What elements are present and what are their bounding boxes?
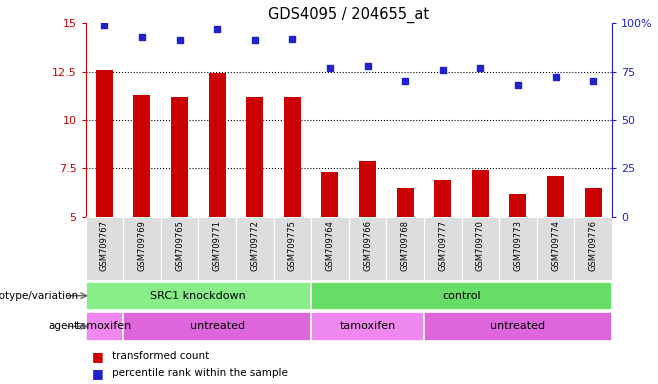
Bar <box>161 217 198 280</box>
Text: untreated: untreated <box>490 321 545 331</box>
Bar <box>397 188 414 217</box>
Bar <box>537 217 574 280</box>
Text: GSM709771: GSM709771 <box>213 220 222 271</box>
Text: GSM709765: GSM709765 <box>175 220 184 271</box>
Bar <box>472 170 489 217</box>
Text: GSM709769: GSM709769 <box>138 220 147 271</box>
Text: percentile rank within the sample: percentile rank within the sample <box>112 368 288 378</box>
Bar <box>284 97 301 217</box>
Text: SRC1 knockdown: SRC1 knockdown <box>151 291 246 301</box>
Bar <box>434 180 451 217</box>
Text: GSM709777: GSM709777 <box>438 220 447 271</box>
Bar <box>198 217 236 280</box>
Bar <box>359 161 376 217</box>
Title: GDS4095 / 204655_at: GDS4095 / 204655_at <box>268 7 429 23</box>
Text: tamoxifen: tamoxifen <box>76 321 132 331</box>
Text: ■: ■ <box>92 367 104 380</box>
Bar <box>96 70 113 217</box>
Point <box>438 66 448 73</box>
Point <box>249 37 260 43</box>
Bar <box>509 194 526 217</box>
Text: control: control <box>442 291 481 301</box>
Text: GSM709775: GSM709775 <box>288 220 297 271</box>
Text: tamoxifen: tamoxifen <box>340 321 395 331</box>
Text: GSM709773: GSM709773 <box>513 220 522 271</box>
Text: GSM709768: GSM709768 <box>401 220 410 271</box>
Bar <box>123 217 161 280</box>
Point <box>588 78 598 84</box>
Bar <box>424 312 612 341</box>
Bar <box>86 217 123 280</box>
Bar <box>246 97 263 217</box>
Bar <box>134 95 151 217</box>
Text: genotype/variation: genotype/variation <box>0 291 79 301</box>
Bar <box>86 281 311 310</box>
Bar <box>86 312 123 341</box>
Text: agent: agent <box>49 321 79 331</box>
Bar <box>274 217 311 280</box>
Point <box>324 65 335 71</box>
Text: untreated: untreated <box>190 321 245 331</box>
Bar <box>424 217 461 280</box>
Point <box>137 33 147 40</box>
Bar <box>322 172 338 217</box>
Point <box>99 22 110 28</box>
Bar <box>311 217 349 280</box>
Point <box>400 78 411 84</box>
Point <box>475 65 486 71</box>
Text: GSM709764: GSM709764 <box>326 220 334 271</box>
Bar <box>123 312 311 341</box>
Bar <box>386 217 424 280</box>
Bar <box>171 97 188 217</box>
Text: GSM709767: GSM709767 <box>100 220 109 271</box>
Bar <box>461 217 499 280</box>
Text: ■: ■ <box>92 350 104 363</box>
Bar <box>236 217 274 280</box>
Bar <box>311 281 612 310</box>
Bar <box>499 217 537 280</box>
Text: GSM709772: GSM709772 <box>250 220 259 271</box>
Text: GSM709770: GSM709770 <box>476 220 485 271</box>
Bar <box>585 188 601 217</box>
Bar <box>349 217 386 280</box>
Point <box>363 63 373 69</box>
Bar <box>547 176 564 217</box>
Bar <box>574 217 612 280</box>
Text: GSM709776: GSM709776 <box>589 220 597 271</box>
Point <box>212 26 222 32</box>
Text: GSM709766: GSM709766 <box>363 220 372 271</box>
Bar <box>209 73 226 217</box>
Text: GSM709774: GSM709774 <box>551 220 560 271</box>
Point <box>550 74 561 80</box>
Point <box>174 37 185 43</box>
Bar <box>311 312 424 341</box>
Point <box>287 35 297 41</box>
Point <box>513 82 523 88</box>
Text: transformed count: transformed count <box>112 351 209 361</box>
